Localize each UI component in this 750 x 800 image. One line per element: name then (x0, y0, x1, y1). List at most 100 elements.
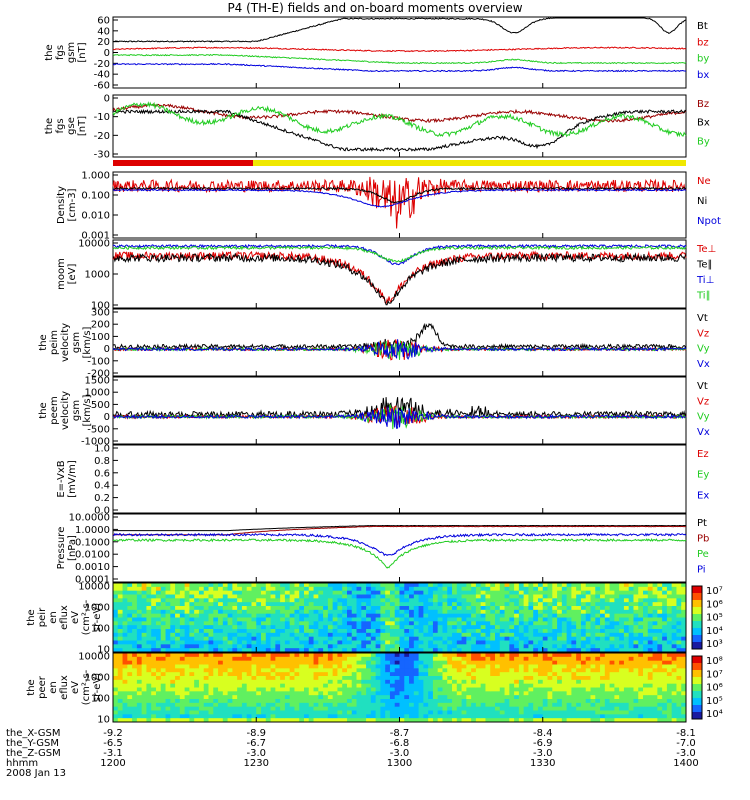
heatmap-cell (418, 672, 424, 677)
heatmap-cell (222, 602, 228, 607)
heatmap-cell (614, 606, 620, 611)
heatmap-cell (332, 640, 338, 645)
heatmap-cell (666, 594, 673, 599)
heatmap-cell (361, 625, 367, 630)
heatmap-cell (600, 621, 606, 626)
heatmap-cell (423, 676, 429, 681)
heatmap-cell (647, 648, 653, 653)
heatmap-cell (261, 617, 267, 622)
heatmap-cell (165, 590, 171, 595)
heatmap-cell (251, 621, 257, 626)
heatmap-cell (609, 687, 615, 692)
heatmap-cell (566, 691, 572, 696)
heatmap-cell (423, 606, 429, 611)
heatmap-cell (456, 656, 462, 662)
heatmap-cell (666, 706, 673, 711)
heatmap-cell (580, 632, 587, 638)
heatmap-cell (308, 653, 314, 658)
heatmap-cell (308, 672, 314, 677)
heatmap-cell (528, 602, 534, 607)
heatmap-cell (127, 625, 133, 630)
heatmap-cell (318, 664, 324, 669)
heatmap-cell (576, 714, 582, 719)
heatmap-cell (394, 695, 400, 700)
heatmap-cell (146, 672, 152, 677)
heatmap-cell (237, 609, 243, 615)
heatmap-cell (308, 664, 314, 669)
heatmap-cell (495, 640, 501, 645)
heatmap-cell (595, 632, 601, 638)
heatmap-cell (304, 672, 310, 677)
heatmap-cell (151, 706, 157, 711)
heatmap-cell (275, 656, 281, 662)
heatmap-cell (227, 710, 233, 715)
heatmap-cell (155, 718, 162, 723)
heatmap-cell (409, 699, 415, 704)
heatmap-cell (155, 699, 162, 704)
heatmap-cell (222, 699, 228, 704)
heatmap-cell (375, 653, 381, 658)
series-Ti⊥ (112, 243, 687, 266)
heatmap-cell (676, 702, 682, 708)
heatmap-cell (394, 586, 400, 592)
heatmap-cell (466, 625, 472, 630)
heatmap-cell (404, 679, 410, 685)
heatmap-cell (346, 594, 353, 599)
footer-value: 1400 (673, 758, 698, 769)
heatmap-cell (323, 617, 329, 622)
heatmap-cell (399, 710, 405, 715)
heatmap-cell (389, 640, 396, 645)
heatmap-cell (251, 653, 257, 658)
heatmap-cell (619, 656, 625, 662)
heatmap-cell (499, 632, 505, 638)
heatmap-cell (461, 679, 467, 685)
heatmap-cell (552, 586, 558, 592)
heatmap-cell (313, 668, 319, 673)
heatmap-cell (356, 621, 362, 626)
heatmap-cell (184, 632, 190, 638)
heatmap-cell (342, 609, 348, 615)
heatmap-cell (351, 699, 357, 704)
heatmap-cell (590, 706, 596, 711)
heatmap-cell (561, 629, 568, 634)
footer-value: -8.7 (390, 728, 410, 739)
heatmap-cell (113, 706, 119, 711)
heatmap-cell (313, 598, 319, 603)
heatmap-cell (447, 672, 453, 677)
heatmap-cell (399, 660, 405, 665)
heatmap-cell (671, 710, 677, 715)
heatmap-cell (428, 687, 434, 692)
heatmap-cell (571, 656, 577, 662)
heatmap-cell (170, 590, 176, 595)
heatmap-cell (351, 702, 357, 708)
heatmap-cell (136, 676, 143, 681)
heatmap-cell (304, 598, 310, 603)
heatmap-cell (643, 613, 649, 618)
heatmap-cell (155, 609, 162, 615)
mode-bar-slow (113, 160, 253, 166)
heatmap-cell (246, 679, 252, 685)
y-tick-label: 10000 (78, 239, 110, 250)
heatmap-cell (428, 706, 434, 711)
heatmap-cell (552, 714, 558, 719)
heatmap-cell (170, 668, 176, 673)
heatmap-cell (375, 660, 381, 665)
heatmap-cell (681, 695, 687, 700)
heatmap-cell (366, 598, 372, 603)
heatmap-cell (638, 687, 644, 692)
heatmap-cell (490, 656, 496, 662)
heatmap-cell (261, 640, 267, 645)
heatmap-cell (442, 640, 448, 645)
heatmap-cell (647, 676, 653, 681)
heatmap-cell (241, 613, 248, 618)
heatmap-cell (452, 653, 458, 658)
heatmap-cell (146, 621, 152, 626)
heatmap-cell (604, 695, 611, 700)
heatmap-cell (327, 636, 334, 641)
heatmap-cell (666, 668, 673, 673)
heatmap-cell (456, 648, 462, 653)
heatmap-cell (633, 683, 639, 688)
heatmap-cell (289, 609, 295, 615)
heatmap-cell (514, 679, 520, 685)
